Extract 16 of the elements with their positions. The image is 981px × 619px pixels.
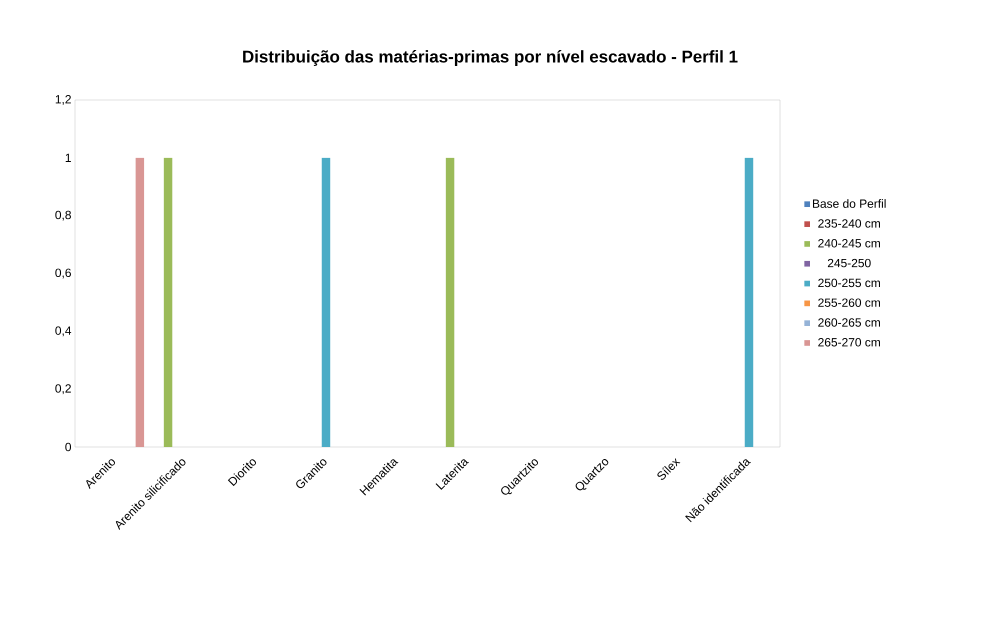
legend-label: 235-240 cm [818, 219, 880, 228]
y-tick-label: 0,8 [55, 210, 71, 221]
legend-label: 265-270 cm [818, 338, 880, 347]
y-tick-label: 1,2 [56, 95, 71, 105]
legend-label: 260-265 cm [818, 318, 880, 327]
legend-label: Base do Perfil [812, 199, 886, 208]
y-tick-label: 1 [66, 154, 71, 162]
y-tick-label: 0,6 [55, 268, 71, 278]
legend-label: 245-250 [828, 258, 871, 268]
y-tick-label: 0,2 [55, 384, 71, 394]
legend-label: 250-255 cm [818, 278, 880, 288]
legend-label: 240-245 cm [818, 239, 880, 248]
legend-label: 255-260 cm [818, 298, 880, 307]
y-tick-label: 0,4 [55, 326, 72, 336]
y-tick-label: 0 [65, 442, 72, 452]
chart-title: Distribuição das matérias-primas por nível escavado - Perfil 1 [243, 50, 738, 66]
